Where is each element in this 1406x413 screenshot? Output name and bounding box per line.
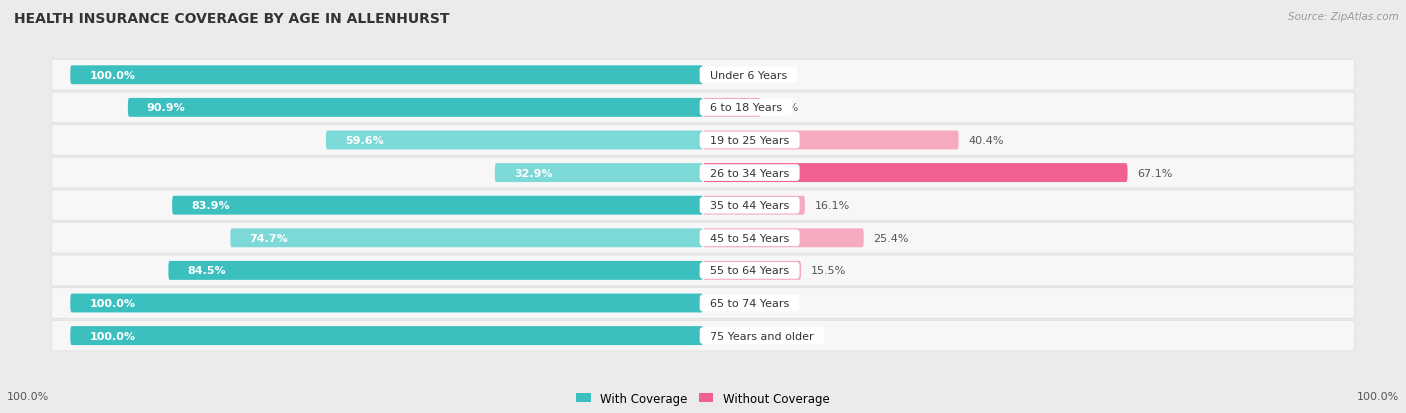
Text: 0.0%: 0.0% [713,331,741,341]
FancyBboxPatch shape [169,261,703,280]
Text: 90.9%: 90.9% [146,103,186,113]
Text: 0.0%: 0.0% [713,71,741,81]
FancyBboxPatch shape [495,164,703,183]
FancyBboxPatch shape [231,229,703,248]
Text: 35 to 44 Years: 35 to 44 Years [703,201,796,211]
FancyBboxPatch shape [703,196,804,215]
Text: 65 to 74 Years: 65 to 74 Years [703,298,796,308]
Text: 16.1%: 16.1% [814,201,849,211]
Text: 100.0%: 100.0% [89,71,135,81]
FancyBboxPatch shape [172,196,703,215]
FancyBboxPatch shape [703,99,761,118]
FancyBboxPatch shape [703,164,1128,183]
FancyBboxPatch shape [51,93,1355,123]
Text: 32.9%: 32.9% [513,168,553,178]
FancyBboxPatch shape [70,326,703,345]
Text: 0.0%: 0.0% [713,298,741,308]
FancyBboxPatch shape [703,261,801,280]
FancyBboxPatch shape [51,288,1355,318]
Text: 100.0%: 100.0% [1357,391,1399,401]
Text: 15.5%: 15.5% [810,266,846,276]
Text: 59.6%: 59.6% [344,135,384,146]
FancyBboxPatch shape [51,126,1355,156]
FancyBboxPatch shape [51,158,1355,188]
FancyBboxPatch shape [703,131,959,150]
FancyBboxPatch shape [128,99,703,118]
FancyBboxPatch shape [51,223,1355,254]
FancyBboxPatch shape [326,131,703,150]
Text: 100.0%: 100.0% [7,391,49,401]
Text: HEALTH INSURANCE COVERAGE BY AGE IN ALLENHURST: HEALTH INSURANCE COVERAGE BY AGE IN ALLE… [14,12,450,26]
Text: Under 6 Years: Under 6 Years [703,71,794,81]
FancyBboxPatch shape [51,256,1355,286]
Text: 67.1%: 67.1% [1137,168,1173,178]
Text: 55 to 64 Years: 55 to 64 Years [703,266,796,276]
Text: 40.4%: 40.4% [969,135,1004,146]
Text: 45 to 54 Years: 45 to 54 Years [703,233,796,243]
FancyBboxPatch shape [703,229,863,248]
FancyBboxPatch shape [70,66,703,85]
Text: 100.0%: 100.0% [89,331,135,341]
Text: 75 Years and older: 75 Years and older [703,331,821,341]
Text: 84.5%: 84.5% [187,266,226,276]
FancyBboxPatch shape [51,60,1355,91]
Text: 25.4%: 25.4% [873,233,908,243]
Text: 74.7%: 74.7% [249,233,288,243]
Text: Source: ZipAtlas.com: Source: ZipAtlas.com [1288,12,1399,22]
Text: 19 to 25 Years: 19 to 25 Years [703,135,796,146]
FancyBboxPatch shape [51,190,1355,221]
Text: 9.1%: 9.1% [770,103,799,113]
Text: 100.0%: 100.0% [89,298,135,308]
FancyBboxPatch shape [51,320,1355,351]
FancyBboxPatch shape [70,294,703,313]
Text: 83.9%: 83.9% [191,201,229,211]
Text: 26 to 34 Years: 26 to 34 Years [703,168,796,178]
Text: 6 to 18 Years: 6 to 18 Years [703,103,789,113]
Legend: With Coverage, Without Coverage: With Coverage, Without Coverage [576,392,830,405]
